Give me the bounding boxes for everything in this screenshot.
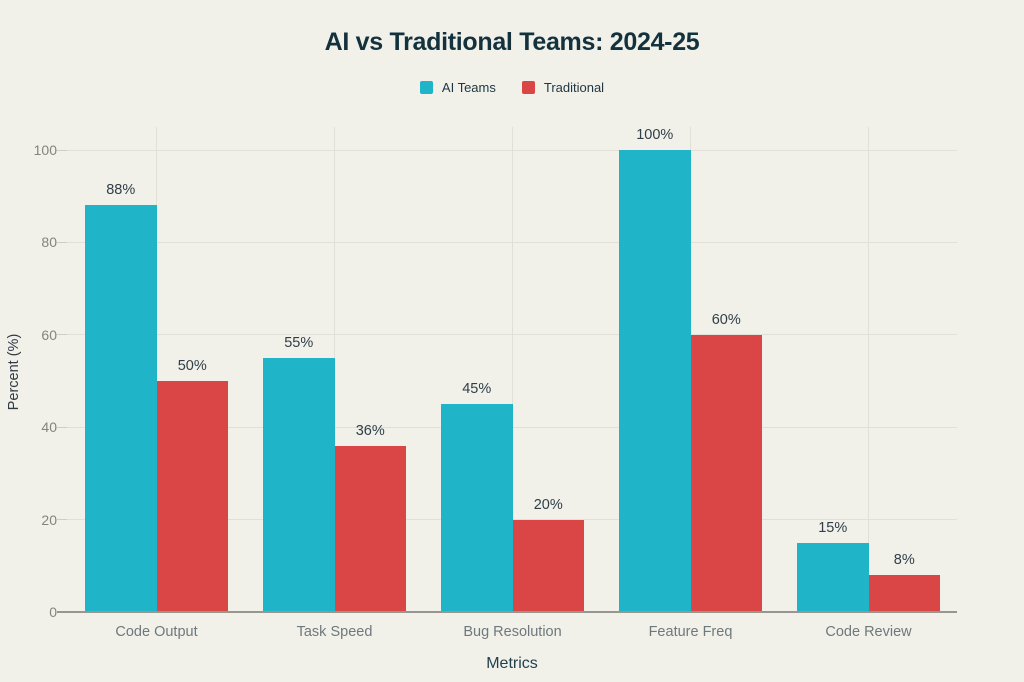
y-tick-label: 0 <box>49 604 57 620</box>
traditional-bar <box>156 381 228 612</box>
y-tick-label: 40 <box>41 419 57 436</box>
ai-teams-bar <box>797 542 869 612</box>
bar-value-label: 15% <box>818 519 848 536</box>
x-axis-title: Metrics <box>486 655 538 672</box>
plot-area: 0 20 40 60 80 100 88% 55% 45% 100% 15% 50% 36% 20% 60%… <box>34 127 957 640</box>
legend-label: Traditional <box>543 80 605 95</box>
traditional-bar <box>334 445 406 612</box>
legend-swatch-icon <box>419 81 433 94</box>
bar-value-label: 45% <box>462 381 492 398</box>
ai-teams-bar <box>263 357 335 612</box>
legend-label: AI Teams <box>441 80 496 95</box>
bar-value-label: 100% <box>636 127 674 143</box>
legend-item: Traditional <box>521 80 605 95</box>
legend: AI Teams Traditional <box>0 80 1024 95</box>
y-tick-mark <box>57 334 67 336</box>
traditional-bar <box>512 519 584 612</box>
traditional-bar <box>868 575 940 612</box>
ai-teams-bar <box>85 205 157 612</box>
bar-value-label: 8% <box>893 552 915 569</box>
legend-swatch-icon <box>521 81 535 94</box>
x-tick-label: Task Speed <box>296 624 373 640</box>
bar-value-label: 88% <box>106 182 136 199</box>
x-tick-label: Bug Resolution <box>463 624 562 640</box>
y-axis-title: Percent (%) <box>6 333 22 411</box>
y-tick-mark <box>57 426 67 428</box>
bar-value-label: 36% <box>355 422 385 439</box>
ai-teams-bar <box>619 150 691 612</box>
x-axis-line <box>57 611 957 613</box>
traditional-bar <box>690 334 762 612</box>
x-tick-label: Feature Freq <box>648 624 733 640</box>
gridline-vertical <box>156 127 157 612</box>
bar-value-label: 60% <box>711 311 741 328</box>
y-tick-mark <box>57 149 67 151</box>
x-tick-label: Code Output <box>115 624 198 640</box>
ai-teams-bar <box>441 404 513 612</box>
y-tick-mark <box>57 519 67 521</box>
gridline-vertical <box>512 127 513 612</box>
legend-item: AI Teams <box>419 80 496 95</box>
bar-value-label: 55% <box>284 334 314 351</box>
gridline-vertical <box>334 127 335 612</box>
chart-title: AI vs Traditional Teams: 2024-25 <box>324 28 700 56</box>
x-tick-label: Code Review <box>825 624 912 640</box>
bar-value-label: 50% <box>177 358 207 374</box>
y-tick-label: 80 <box>41 234 57 251</box>
y-tick-label: 20 <box>41 511 57 528</box>
bar-value-label: 20% <box>533 496 563 513</box>
y-tick-label: 60 <box>41 326 57 343</box>
gridline-vertical <box>868 127 869 612</box>
y-tick-label: 100 <box>33 142 57 158</box>
y-tick-mark <box>57 241 67 243</box>
